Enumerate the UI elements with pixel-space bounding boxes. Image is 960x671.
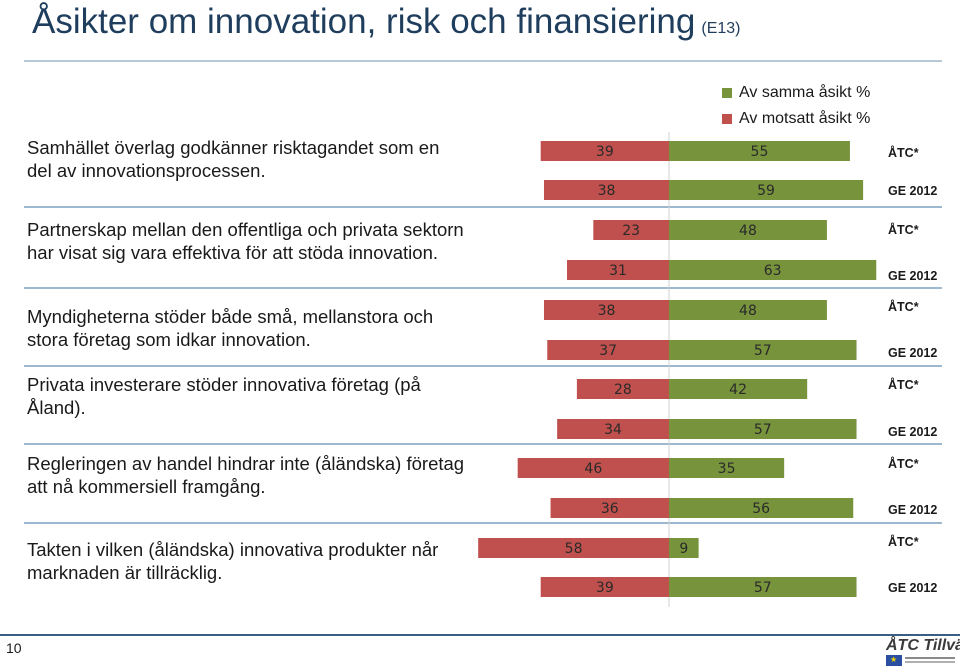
legend-label-same: Av samma åsikt % bbox=[739, 84, 871, 101]
bar-opposite-8 bbox=[557, 419, 669, 439]
statement-3: Myndigheterna stöder både små, mellansto… bbox=[27, 306, 434, 350]
legend-item-opposite: Av motsatt åsikt % bbox=[722, 106, 870, 132]
logo-subtext-lines bbox=[905, 657, 955, 659]
bar-same-3 bbox=[669, 220, 827, 240]
row-divider-4 bbox=[24, 443, 942, 445]
bar-same-7 bbox=[669, 379, 808, 399]
row-divider-2 bbox=[24, 287, 942, 289]
label-same-1: 55 bbox=[751, 144, 769, 160]
bar-opposite-6 bbox=[547, 340, 669, 360]
row-tag-2: GE 2012 bbox=[888, 184, 938, 198]
label-opposite-9: 46 bbox=[584, 461, 602, 477]
row-tag-5: ÅTC* bbox=[888, 300, 919, 314]
bar-same-2 bbox=[669, 180, 864, 200]
title-divider bbox=[24, 60, 942, 62]
eu-flag-icon bbox=[886, 655, 902, 666]
label-same-10: 56 bbox=[752, 501, 770, 517]
label-opposite-5: 38 bbox=[598, 303, 616, 319]
bar-same-12 bbox=[669, 577, 857, 597]
title-code: (E13) bbox=[701, 20, 741, 37]
row-tag-10: GE 2012 bbox=[888, 503, 938, 517]
row-tag-12: GE 2012 bbox=[888, 581, 938, 595]
row-divider-3 bbox=[24, 365, 942, 367]
legend-item-same: Av samma åsikt % bbox=[722, 80, 870, 106]
footer-divider bbox=[0, 634, 960, 636]
row-divider-5 bbox=[24, 522, 942, 524]
label-same-8: 57 bbox=[754, 422, 772, 438]
label-same-7: 42 bbox=[729, 382, 747, 398]
row-tag-8: GE 2012 bbox=[888, 425, 938, 439]
bar-same-9 bbox=[669, 458, 785, 478]
label-same-4: 63 bbox=[764, 263, 782, 279]
page-title: Åsikter om innovation, risk och finansie… bbox=[32, 2, 741, 41]
statement-5: Regleringen av handel hindrar inte (ålän… bbox=[27, 453, 465, 497]
logo-wordmark: ÅTC Tillväxt bbox=[886, 637, 960, 654]
label-same-12: 57 bbox=[754, 580, 772, 596]
label-opposite-3: 23 bbox=[622, 223, 640, 239]
label-same-5: 48 bbox=[739, 303, 757, 319]
row-tag-3: ÅTC* bbox=[888, 223, 919, 237]
bar-opposite-3 bbox=[593, 220, 669, 240]
bar-opposite-5 bbox=[543, 300, 669, 320]
label-same-11: 9 bbox=[679, 541, 688, 557]
label-opposite-2: 38 bbox=[598, 183, 616, 199]
label-opposite-7: 28 bbox=[614, 382, 632, 398]
label-opposite-10: 36 bbox=[601, 501, 619, 517]
label-opposite-1: 39 bbox=[596, 144, 614, 160]
label-opposite-11: 58 bbox=[565, 541, 583, 557]
bar-same-10 bbox=[669, 498, 854, 518]
bar-opposite-9 bbox=[517, 458, 669, 478]
bar-same-4 bbox=[669, 260, 877, 280]
row-tag-6: GE 2012 bbox=[888, 346, 938, 360]
page-number: 10 bbox=[6, 640, 22, 656]
bar-opposite-10 bbox=[550, 498, 669, 518]
atc-tillvaxt-logo: ÅTC Tillväxt bbox=[886, 637, 960, 669]
bar-same-5 bbox=[669, 300, 827, 320]
bar-same-6 bbox=[669, 340, 857, 360]
label-same-3: 48 bbox=[739, 223, 757, 239]
label-opposite-12: 39 bbox=[596, 580, 614, 596]
bar-same-1 bbox=[669, 141, 850, 161]
label-same-2: 59 bbox=[757, 183, 775, 199]
label-opposite-4: 31 bbox=[609, 263, 627, 279]
bar-opposite-1 bbox=[540, 141, 669, 161]
bar-opposite-4 bbox=[567, 260, 669, 280]
statement-6: Takten i vilken (åländska) innovativa pr… bbox=[27, 539, 439, 583]
row-tag-9: ÅTC* bbox=[888, 457, 919, 471]
legend-swatch-same bbox=[722, 88, 732, 98]
label-same-9: 35 bbox=[718, 461, 736, 477]
bar-opposite-12 bbox=[540, 577, 669, 597]
bar-opposite-11 bbox=[478, 538, 669, 558]
chart-legend: Av samma åsikt % Av motsatt åsikt % bbox=[722, 80, 870, 132]
row-tag-1: ÅTC* bbox=[888, 146, 919, 160]
bar-same-11 bbox=[669, 538, 699, 558]
row-divider-1 bbox=[24, 206, 942, 208]
legend-label-opposite: Av motsatt åsikt % bbox=[739, 110, 871, 127]
statement-2: Partnerskap mellan den offentliga och pr… bbox=[27, 219, 464, 263]
statement-4: Privata investerare stöder innovativa fö… bbox=[27, 374, 421, 418]
label-opposite-8: 34 bbox=[604, 422, 622, 438]
row-tag-4: GE 2012 bbox=[888, 269, 938, 283]
bar-opposite-2 bbox=[543, 180, 669, 200]
label-opposite-6: 37 bbox=[599, 343, 617, 359]
row-tag-7: ÅTC* bbox=[888, 378, 919, 392]
legend-swatch-opposite bbox=[722, 114, 732, 124]
bar-opposite-7 bbox=[576, 379, 669, 399]
statement-1: Samhället överlag godkänner risktagandet… bbox=[27, 137, 440, 181]
bar-same-8 bbox=[669, 419, 857, 439]
row-tag-11: ÅTC* bbox=[888, 535, 919, 549]
label-same-6: 57 bbox=[754, 343, 772, 359]
